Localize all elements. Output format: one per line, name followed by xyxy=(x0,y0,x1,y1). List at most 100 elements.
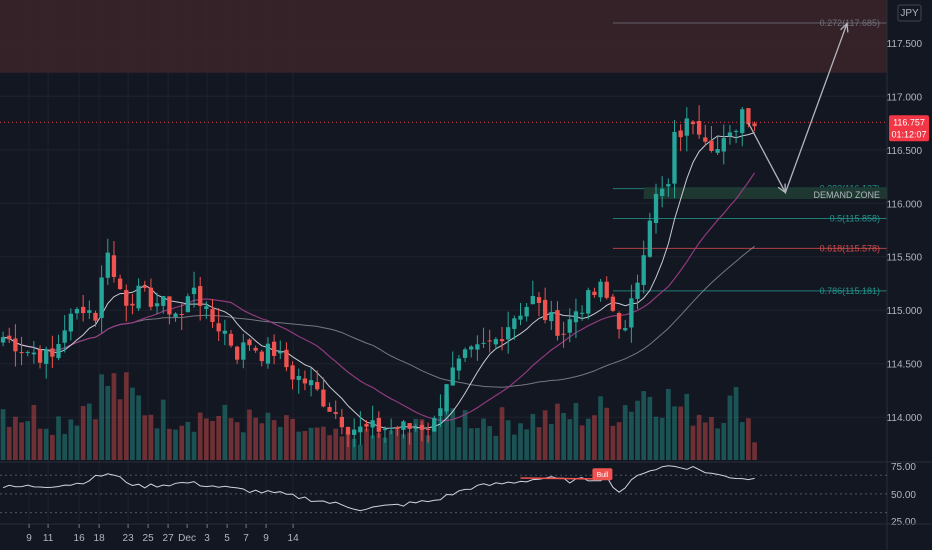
volume-bar xyxy=(690,425,696,460)
candle xyxy=(666,178,671,197)
candle-body xyxy=(518,315,523,320)
price-tick-label: 117.000 xyxy=(887,92,923,103)
time-tick-label: 3 xyxy=(204,533,210,544)
volume-bar xyxy=(179,425,185,460)
candle xyxy=(407,423,412,445)
candle xyxy=(278,340,283,360)
candle-body xyxy=(247,339,252,346)
candle-body xyxy=(444,384,449,412)
candle-body xyxy=(425,428,431,430)
candle-body xyxy=(185,296,191,313)
volume-bar xyxy=(339,436,345,460)
candle-body xyxy=(487,340,492,342)
candle-body xyxy=(450,367,455,386)
volume-bar xyxy=(665,388,671,460)
fib-label-0.5: 0.5(115.858) xyxy=(830,213,880,223)
volume-bar xyxy=(530,413,536,460)
candle-body xyxy=(136,285,141,309)
candle-body xyxy=(586,290,591,314)
candle xyxy=(161,296,166,314)
candle-body xyxy=(690,121,696,125)
candle xyxy=(530,280,535,305)
candle-body xyxy=(44,349,49,364)
volume-bar xyxy=(505,420,511,460)
volume-bar xyxy=(284,415,289,460)
candle xyxy=(573,298,579,339)
candle xyxy=(419,421,425,442)
volume-bar xyxy=(240,432,246,460)
volume-bar xyxy=(321,426,326,460)
volume-bar xyxy=(561,413,566,460)
volume-bar xyxy=(481,418,486,460)
volume-bar xyxy=(407,432,412,460)
candle-body xyxy=(284,349,289,368)
volume-bar xyxy=(222,404,228,460)
candle xyxy=(715,136,720,155)
candle-body xyxy=(752,123,757,127)
candle-body xyxy=(290,365,295,380)
candle-body xyxy=(666,184,671,187)
candle xyxy=(450,351,455,386)
candle xyxy=(456,354,462,380)
candle-body xyxy=(265,343,271,364)
volume-bar xyxy=(253,417,258,460)
candle-body xyxy=(352,429,357,435)
volume-bar xyxy=(25,421,31,460)
candle xyxy=(154,292,160,315)
time-tick-label: 9 xyxy=(263,533,269,544)
time-tick-label: 25 xyxy=(143,533,155,544)
volume-bar xyxy=(684,393,690,460)
volume-bar xyxy=(598,396,603,460)
volume-bar xyxy=(592,415,597,460)
candle xyxy=(191,271,197,308)
time-tick-label: Dec xyxy=(178,533,196,544)
volume-bar xyxy=(727,395,733,460)
candle xyxy=(506,311,511,354)
candle-body xyxy=(493,339,499,345)
volume-bar xyxy=(13,416,18,460)
candle xyxy=(727,124,733,145)
candle-body xyxy=(25,351,30,353)
candle-body xyxy=(530,295,535,305)
candle xyxy=(703,124,708,147)
candle xyxy=(0,331,6,347)
candle xyxy=(37,345,43,369)
candle-body xyxy=(241,342,246,360)
volume-bar xyxy=(715,428,720,460)
candle xyxy=(413,423,418,432)
volume-bar xyxy=(50,434,55,460)
candle xyxy=(672,119,677,199)
candle-body xyxy=(37,349,43,363)
candle-body xyxy=(228,333,234,346)
candle xyxy=(198,276,203,321)
volume-bar xyxy=(438,417,443,460)
candle xyxy=(44,346,49,379)
candle xyxy=(327,402,332,412)
candle-body xyxy=(549,312,554,322)
candle xyxy=(487,329,492,353)
candle xyxy=(7,327,12,343)
volume-bars xyxy=(0,372,757,460)
candle-body xyxy=(536,297,542,303)
candlesticks xyxy=(0,105,757,448)
price-tick-label: 114.000 xyxy=(887,413,923,424)
candle-body xyxy=(376,417,381,432)
volume-bar xyxy=(234,422,240,460)
candle xyxy=(271,334,277,365)
volume-bar xyxy=(487,426,493,460)
volume-bar xyxy=(296,431,302,460)
candle-body xyxy=(210,309,215,322)
time-tick-label: 27 xyxy=(163,533,175,544)
volume-bar xyxy=(401,434,406,460)
candle xyxy=(499,326,505,351)
candle-body xyxy=(573,311,579,323)
fib-label-0.272: 0.272(117.685) xyxy=(820,18,880,28)
candle xyxy=(234,345,240,364)
volume-bar xyxy=(511,434,517,460)
candle-body xyxy=(438,408,443,417)
time-tick-label: 9 xyxy=(26,533,32,544)
volume-bar xyxy=(616,422,622,460)
candle xyxy=(425,422,431,443)
candle xyxy=(81,294,86,322)
